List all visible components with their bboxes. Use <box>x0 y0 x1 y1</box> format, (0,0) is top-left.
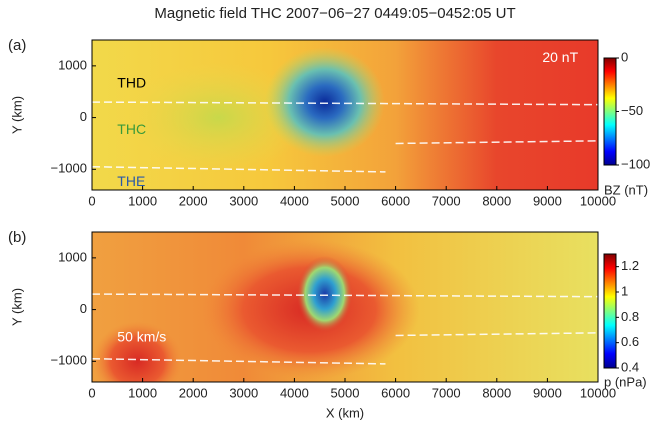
x-axis-label: X (km) <box>326 405 364 420</box>
flow-streak <box>92 101 598 106</box>
annotation: THC <box>117 121 146 137</box>
x-tick-label: 1000 <box>128 385 157 400</box>
x-tick-label: 8000 <box>482 385 511 400</box>
colorbar-tick-label: 0.4 <box>621 359 639 374</box>
x-tick-label: 9000 <box>533 385 562 400</box>
x-tick-label: 10000 <box>580 385 616 400</box>
x-tick-label: 0 <box>88 193 95 208</box>
colorbar-tick-label: 1 <box>621 283 628 298</box>
annotation: 20 nT <box>542 49 578 65</box>
y-tick-label: −1000 <box>50 161 87 176</box>
x-tick-label: 5000 <box>331 193 360 208</box>
x-tick-label: 5000 <box>331 385 360 400</box>
flow-streak <box>92 293 598 298</box>
colorbar-label: p (nPa) <box>604 374 647 389</box>
heatmap-field <box>92 321 183 382</box>
colorbar-tick-label: −100 <box>621 156 650 171</box>
colorbar-label: BZ (nT) <box>604 182 648 197</box>
x-tick-label: 7000 <box>432 385 461 400</box>
heatmap-field <box>296 256 353 333</box>
colorbar-tick-label: 0.6 <box>621 334 639 349</box>
x-tick-label: 2000 <box>179 385 208 400</box>
annotation: THE <box>117 173 145 189</box>
x-tick-label: 7000 <box>432 193 461 208</box>
colorbar-tick-label: 0.8 <box>621 309 639 324</box>
chart-title: Magnetic field THC 2007−06−27 0449:05−04… <box>154 5 515 22</box>
heatmap-field <box>128 62 309 173</box>
annotation: 50 km/s <box>117 329 166 345</box>
x-tick-label: 10000 <box>580 193 616 208</box>
flow-streak <box>395 140 598 145</box>
heatmap-field <box>264 47 385 158</box>
colorbar-tick-label: −50 <box>621 103 643 118</box>
flow-streak <box>92 357 386 365</box>
colorbar <box>603 253 617 369</box>
y-axis-label: Y (km) <box>9 96 24 134</box>
x-tick-label: 6000 <box>381 193 410 208</box>
x-tick-label: 9000 <box>533 193 562 208</box>
y-tick-label: 0 <box>80 301 87 316</box>
annotation: THD <box>117 75 146 91</box>
x-tick-label: 3000 <box>229 193 258 208</box>
y-tick-label: 0 <box>80 109 87 124</box>
heatmap <box>92 40 598 190</box>
y-axis-label: Y (km) <box>9 288 24 326</box>
y-tick-label: 1000 <box>58 57 87 72</box>
x-tick-label: 4000 <box>280 193 309 208</box>
x-tick-label: 4000 <box>280 385 309 400</box>
colorbar <box>603 57 617 166</box>
x-tick-label: 2000 <box>179 193 208 208</box>
colorbar-tick-label: 0 <box>621 49 628 64</box>
panel-label: (b) <box>8 229 26 246</box>
colorbar-tick-label: 1.2 <box>621 258 639 273</box>
heatmap <box>92 232 598 382</box>
flow-streak <box>395 332 598 337</box>
x-tick-label: 8000 <box>482 193 511 208</box>
panel-label: (a) <box>8 37 26 54</box>
flow-streak <box>92 165 386 173</box>
x-tick-label: 0 <box>88 385 95 400</box>
x-tick-label: 6000 <box>381 385 410 400</box>
y-tick-label: 1000 <box>58 249 87 264</box>
x-tick-label: 3000 <box>229 385 258 400</box>
y-tick-label: −1000 <box>50 353 87 368</box>
x-tick-label: 1000 <box>128 193 157 208</box>
